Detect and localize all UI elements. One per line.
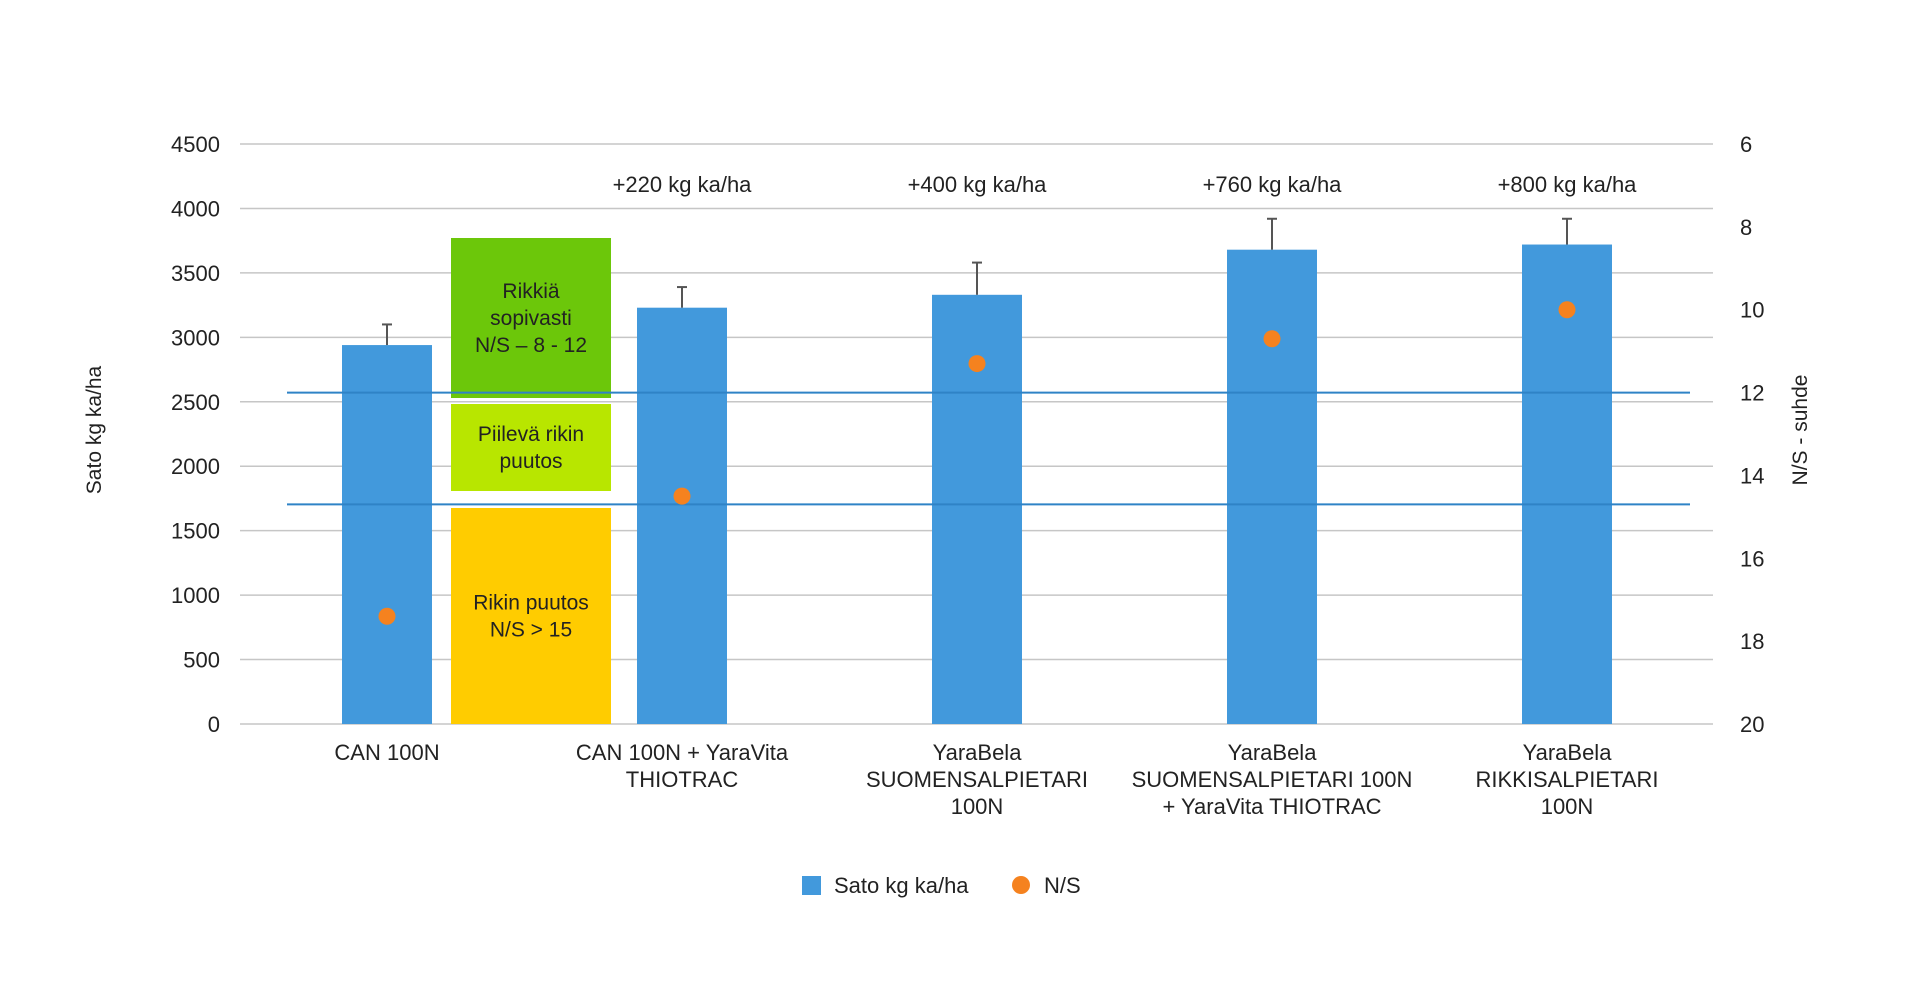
zone-label: sopivasti bbox=[490, 307, 572, 330]
right-axis-ticks: 6 8 10 12 14 16 18 20 bbox=[1740, 132, 1764, 737]
legend-bar-swatch bbox=[802, 876, 821, 895]
zone-box bbox=[451, 238, 611, 398]
ns-point bbox=[968, 355, 986, 373]
ns-point bbox=[1558, 301, 1576, 319]
delta-annotation: +800 kg ka/ha bbox=[1498, 172, 1638, 197]
category-label: 100N bbox=[951, 794, 1004, 819]
legend: Sato kg ka/ha N/S bbox=[802, 873, 1081, 898]
legend-ns-swatch bbox=[1012, 876, 1030, 894]
left-tick-label: 1500 bbox=[171, 519, 220, 544]
left-tick-label: 2000 bbox=[171, 454, 220, 479]
category-label: SUOMENSALPIETARI bbox=[866, 767, 1088, 792]
bar bbox=[1522, 244, 1612, 725]
left-tick-label: 0 bbox=[208, 712, 220, 737]
category-label: CAN 100N + YaraVita bbox=[576, 740, 789, 765]
threshold-lines bbox=[287, 391, 1690, 506]
category-label: YaraBela bbox=[1228, 740, 1318, 765]
delta-annotation: +220 kg ka/ha bbox=[613, 172, 753, 197]
ns-point bbox=[1263, 330, 1281, 348]
category-label: + YaraVita THIOTRAC bbox=[1162, 794, 1381, 819]
right-tick-label: 14 bbox=[1740, 463, 1764, 488]
bar bbox=[637, 307, 727, 724]
left-tick-label: 500 bbox=[183, 648, 220, 673]
zone-label: N/S > 15 bbox=[490, 619, 572, 642]
category-label: SUOMENSALPIETARI 100N bbox=[1132, 767, 1413, 792]
zone-label: puutos bbox=[499, 450, 562, 473]
right-tick-label: 20 bbox=[1740, 712, 1764, 737]
ns-series bbox=[378, 301, 1576, 625]
ns-point bbox=[673, 487, 691, 505]
category-label: CAN 100N bbox=[334, 740, 439, 765]
zone-label: Rikkiä bbox=[502, 280, 559, 303]
category-label: YaraBela bbox=[1523, 740, 1613, 765]
right-tick-label: 16 bbox=[1740, 546, 1764, 571]
ns-point bbox=[378, 607, 396, 625]
annotations: +220 kg ka/ha +400 kg ka/ha +760 kg ka/ha +… bbox=[613, 172, 1638, 197]
zone-box bbox=[451, 508, 611, 724]
category-label: RIKKISALPIETARI bbox=[1476, 767, 1659, 792]
left-axis-ticks: 0 500 1000 1500 2000 2500 3000 3500 4000 4500 bbox=[171, 132, 220, 737]
zone-label: Piilevä rikin bbox=[478, 423, 584, 446]
bar bbox=[342, 345, 432, 724]
category-label: 100N bbox=[1541, 794, 1594, 819]
zone-box bbox=[451, 404, 611, 491]
zone-label: N/S – 8 - 12 bbox=[475, 334, 587, 357]
legend-bar-label: Sato kg ka/ha bbox=[834, 873, 969, 898]
zone-label: Rikin puutos bbox=[473, 592, 589, 615]
left-tick-label: 4000 bbox=[171, 196, 220, 221]
bar-series bbox=[342, 217, 1612, 725]
bar bbox=[1227, 249, 1317, 724]
delta-annotation: +400 kg ka/ha bbox=[908, 172, 1048, 197]
left-tick-label: 4500 bbox=[171, 132, 220, 157]
right-axis-title: N/S - suhde bbox=[1789, 375, 1812, 486]
right-tick-label: 10 bbox=[1740, 298, 1764, 323]
left-tick-label: 2500 bbox=[171, 390, 220, 415]
axis-titles: Sato kg ka/ha N/S - suhde bbox=[83, 365, 1812, 494]
category-label: THIOTRAC bbox=[626, 767, 739, 792]
left-axis-title: Sato kg ka/ha bbox=[83, 365, 106, 494]
right-tick-label: 6 bbox=[1740, 132, 1752, 157]
right-tick-label: 12 bbox=[1740, 381, 1764, 406]
right-tick-label: 8 bbox=[1740, 215, 1752, 240]
delta-annotation: +760 kg ka/ha bbox=[1203, 172, 1343, 197]
left-tick-label: 3000 bbox=[171, 325, 220, 350]
right-tick-label: 18 bbox=[1740, 629, 1764, 654]
zone-boxes: Rikkiä sopivasti N/S – 8 - 12 Piilevä rikin… bbox=[451, 238, 611, 724]
left-tick-label: 1000 bbox=[171, 583, 220, 608]
category-label: YaraBela bbox=[933, 740, 1023, 765]
legend-ns-label: N/S bbox=[1044, 873, 1081, 898]
left-tick-label: 3500 bbox=[171, 261, 220, 286]
